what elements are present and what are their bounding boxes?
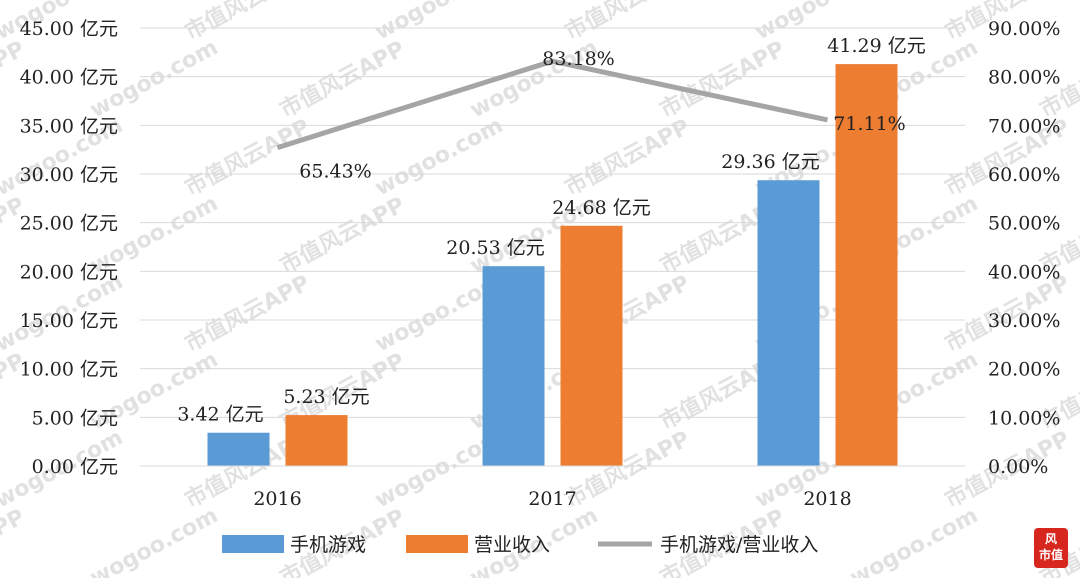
- watermark-text: 市值风云APP: [276, 192, 409, 279]
- legend-label: 手机游戏: [290, 534, 366, 556]
- watermark-text: 市值风云APP: [181, 270, 314, 357]
- watermark-text: 市值风云APP: [561, 0, 694, 45]
- watermark-text: wogoo.com: [846, 503, 982, 578]
- right-tick-label: 90.00%: [988, 18, 1060, 40]
- x-tick-label: 2017: [528, 488, 576, 510]
- left-tick-label: 5.00 亿元: [32, 407, 118, 429]
- right-tick-label: 30.00%: [988, 310, 1060, 332]
- x-axis: 2016 2017 2018: [140, 465, 965, 510]
- watermark-text: wogoo.com: [86, 503, 222, 578]
- left-tick-label: 35.00 亿元: [20, 115, 118, 137]
- right-tick-label: 10.00%: [988, 407, 1060, 429]
- right-tick-label: 40.00%: [988, 261, 1060, 283]
- legend-item: 营业收入: [406, 534, 550, 556]
- bar-data-label: 3.42 亿元: [177, 404, 263, 426]
- bar-revenue: [560, 225, 623, 466]
- bar-mobile-game: [207, 432, 270, 466]
- legend-item: 手机游戏: [222, 534, 366, 556]
- logo-line-1: 风: [1044, 532, 1057, 546]
- line-data-label: 83.18%: [542, 48, 614, 70]
- legend-label: 手机游戏/营业收入: [660, 534, 818, 556]
- bar-revenue: [835, 64, 898, 467]
- line-data-label: 71.11%: [833, 113, 905, 135]
- legend-swatch: [222, 535, 284, 553]
- left-tick-label: 10.00 亿元: [20, 359, 118, 381]
- legend-label: 营业收入: [474, 534, 550, 556]
- logo-line-2: 市值: [1038, 548, 1063, 562]
- left-tick-label: 25.00 亿元: [20, 213, 118, 235]
- left-y-axis: 0.00 亿元 5.00 亿元 10.00 亿元 15.00 亿元 20.00 亿元 25…: [20, 18, 118, 478]
- right-tick-label: 50.00%: [988, 213, 1060, 235]
- bar-data-label: 5.23 亿元: [283, 386, 369, 408]
- bar-data-label: 41.29 亿元: [827, 35, 925, 57]
- bar-mobile-game: [757, 180, 820, 466]
- left-tick-label: 20.00 亿元: [20, 261, 118, 283]
- bar-data-label: 29.36 亿元: [721, 151, 819, 173]
- bar-revenue: [285, 415, 348, 466]
- bar-data-label: 20.53 亿元: [446, 237, 544, 259]
- bar-series: [207, 64, 898, 467]
- watermark-text: wogoo.com: [371, 0, 507, 45]
- watermark-text: 市值风云APP: [181, 0, 314, 45]
- watermark-text: 市值风云APP: [656, 36, 789, 123]
- left-tick-label: 30.00 亿元: [20, 164, 118, 186]
- left-tick-label: 45.00 亿元: [20, 18, 118, 40]
- left-tick-label: 0.00 亿元: [32, 456, 118, 478]
- right-y-axis: 0.00% 10.00% 20.00% 30.00% 40.00% 50.00% 60.00…: [988, 18, 1060, 478]
- data-labels: 3.42 亿元 20.53 亿元 29.36 亿元 5.23 亿元 24.68 亿元 41…: [177, 35, 925, 426]
- right-tick-label: 20.00%: [988, 359, 1060, 381]
- line-series: [276, 58, 829, 150]
- legend: 手机游戏 营业收入 手机游戏/营业收入: [222, 534, 818, 556]
- watermark-text: 市值风云APP: [0, 504, 29, 578]
- right-tick-label: 0.00%: [988, 456, 1048, 478]
- right-tick-label: 60.00%: [988, 164, 1060, 186]
- left-tick-label: 40.00 亿元: [20, 67, 118, 89]
- watermark-text: 市值风云APP: [561, 114, 694, 201]
- bar-mobile-game: [482, 266, 545, 466]
- watermark-text: wogoo.com: [371, 113, 507, 201]
- legend-swatch: [406, 535, 468, 553]
- bar-data-label: 24.68 亿元: [552, 197, 650, 219]
- right-tick-label: 70.00%: [988, 115, 1060, 137]
- legend-item: 手机游戏/营业收入: [598, 534, 818, 556]
- left-tick-label: 15.00 亿元: [20, 310, 118, 332]
- right-tick-label: 80.00%: [988, 67, 1060, 89]
- x-tick-label: 2016: [253, 488, 301, 510]
- line-data-label: 65.43%: [299, 161, 371, 183]
- brand-logo: 风 市值: [1034, 528, 1068, 568]
- x-tick-label: 2018: [803, 488, 851, 510]
- gridlines: [140, 27, 965, 467]
- watermark-text: 市值风云APP: [181, 114, 314, 201]
